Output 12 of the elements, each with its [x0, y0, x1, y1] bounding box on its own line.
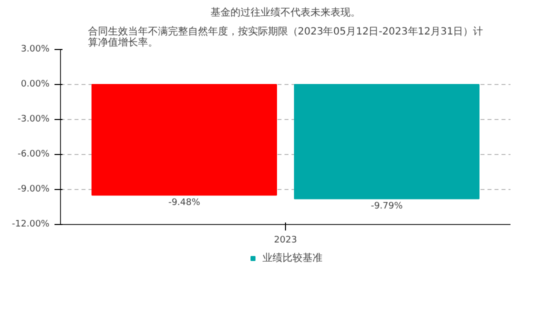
- data-label: -9.79%: [370, 202, 404, 212]
- y-tick-label: 3.00%: [20, 44, 50, 54]
- x-tick-label: 2023: [274, 236, 297, 246]
- data-label: -9.48%: [168, 198, 201, 208]
- legend-label: 业绩比较基准: [262, 252, 322, 265]
- y-tick-label: -12.00%: [12, 220, 50, 230]
- y-tick-label: -6.00%: [18, 150, 50, 160]
- chart-title: 基金的过往业绩不代表未来表现。: [210, 6, 360, 18]
- y-tick-label: 0.00%: [20, 80, 50, 90]
- chart-subtitle: 合同生效当年不满完整自然年度，按实际期限（2023年05月12日-2023年12月31日）计算净值增长率。: [88, 26, 484, 48]
- y-tick-label: -9.00%: [18, 184, 50, 194]
- y-tick-label: -3.00%: [18, 114, 50, 124]
